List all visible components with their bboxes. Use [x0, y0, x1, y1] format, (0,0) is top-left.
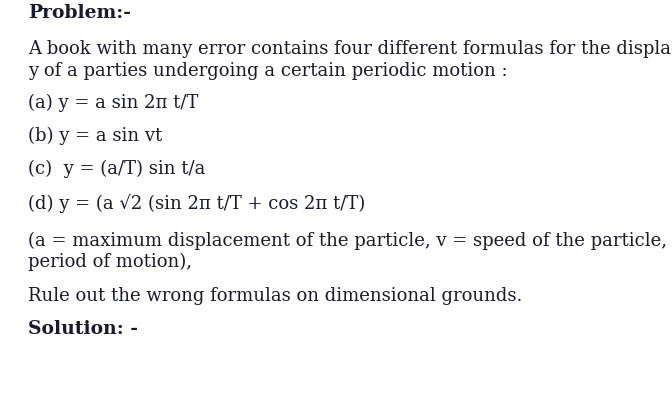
Text: (d) y = (a √2 (sin 2π t/T + cos 2π t/T): (d) y = (a √2 (sin 2π t/T + cos 2π t/T)	[28, 194, 366, 212]
Text: y of a parties undergoing a certain periodic motion :: y of a parties undergoing a certain peri…	[28, 62, 507, 80]
Text: (b) y = a sin vt: (b) y = a sin vt	[28, 126, 162, 145]
Text: (a) y = a sin 2π t/T: (a) y = a sin 2π t/T	[28, 93, 198, 112]
Text: Problem:-: Problem:-	[28, 4, 131, 22]
Text: (a = maximum displacement of the particle, v = speed of the particle, T = time-: (a = maximum displacement of the particl…	[28, 231, 672, 249]
Text: period of motion),: period of motion),	[28, 252, 192, 271]
Text: A book with many error contains four different formulas for the displacement: A book with many error contains four dif…	[28, 40, 672, 58]
Text: (c)  y = (a/T) sin t/a: (c) y = (a/T) sin t/a	[28, 159, 206, 178]
Text: Rule out the wrong formulas on dimensional grounds.: Rule out the wrong formulas on dimension…	[28, 286, 522, 304]
Text: Solution: -: Solution: -	[28, 319, 138, 337]
